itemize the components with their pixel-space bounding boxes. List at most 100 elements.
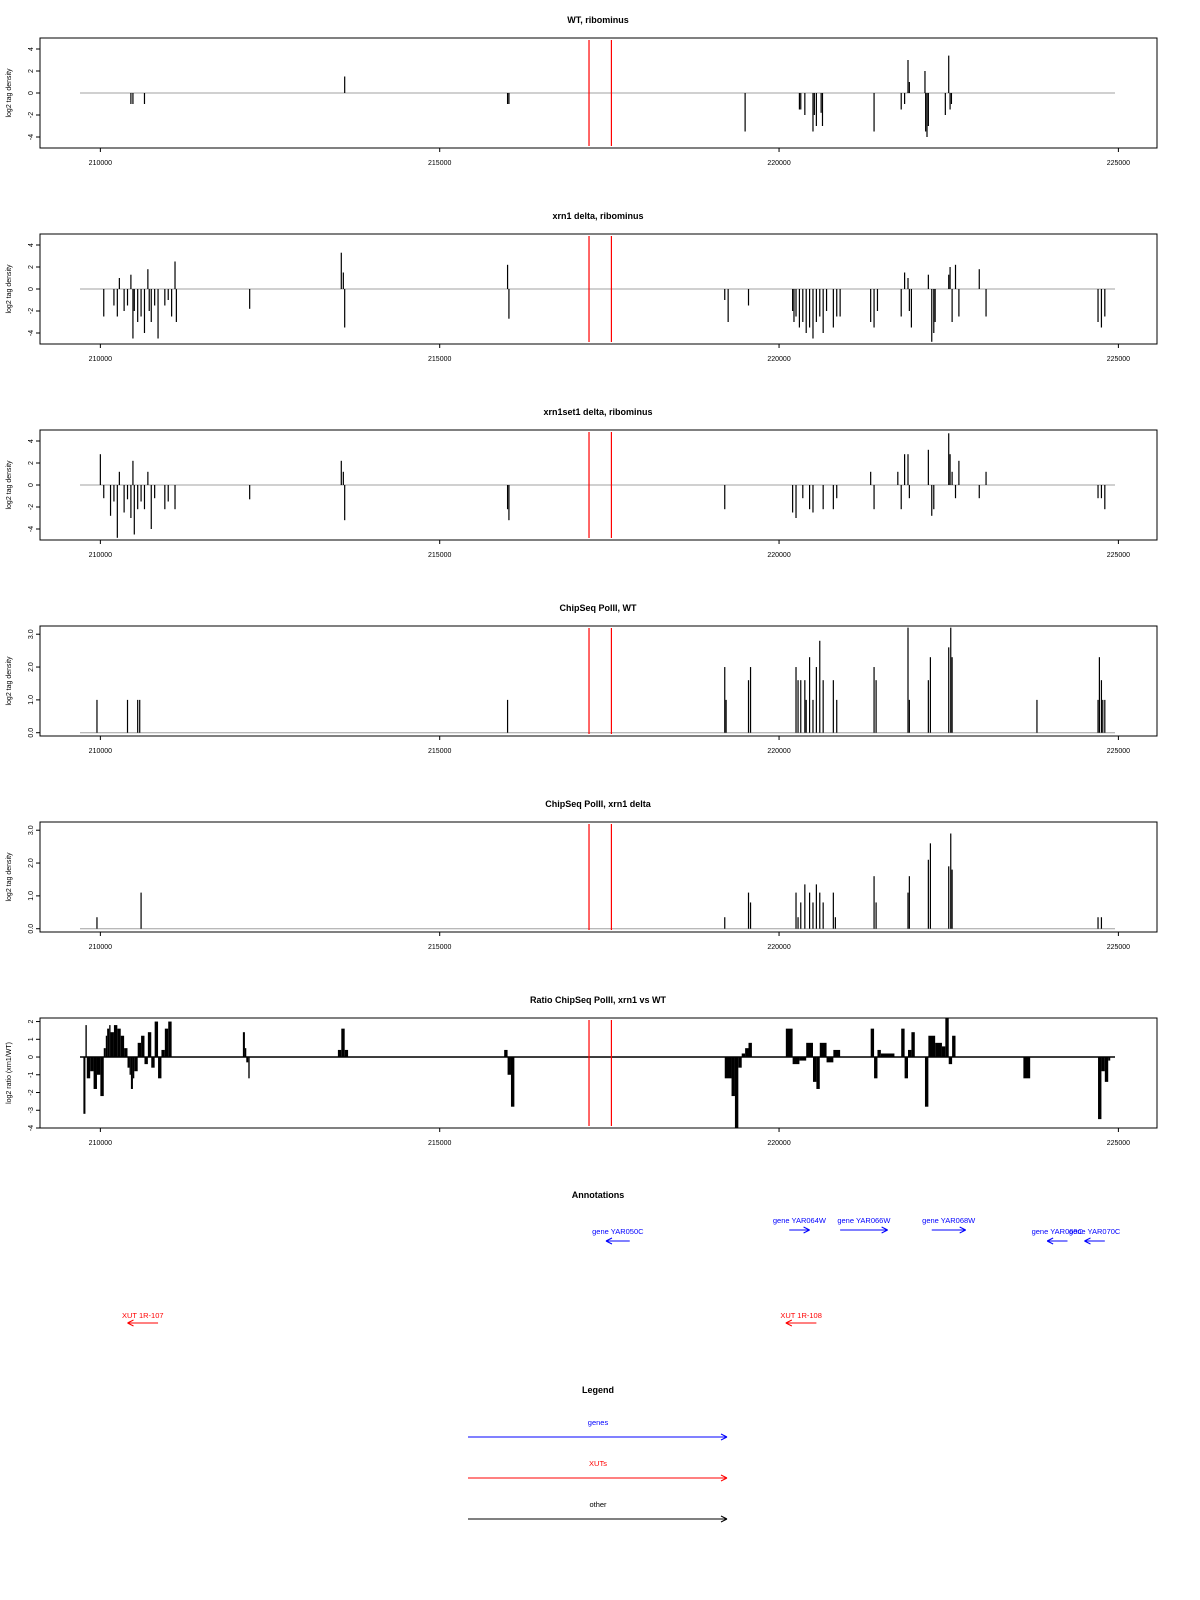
y-tick-label: 3.0	[28, 629, 35, 639]
y-tick-label: 0.0	[28, 924, 35, 934]
ratio-area-segment	[83, 1057, 86, 1114]
ratio-area-segment	[840, 1057, 847, 1058]
ratio-area-segment	[154, 1021, 159, 1058]
ratio-area-segment	[244, 1048, 247, 1058]
ratio-area-segment	[833, 1049, 841, 1058]
gene-label: gene YAR069C	[1032, 1227, 1084, 1236]
ratio-area-segment	[1030, 1057, 1037, 1058]
ratio-area-segment	[120, 1035, 125, 1058]
ratio-area-segment	[124, 1048, 128, 1058]
gene-arrow-head	[803, 1229, 810, 1234]
ratio-area-segment	[894, 1057, 902, 1058]
y-tick-label: 0	[28, 287, 35, 291]
ratio-area-segment	[141, 1035, 145, 1058]
y-tick-label: -4	[28, 134, 35, 140]
ratio-area-segment	[1016, 1057, 1024, 1058]
panel-5: ChipSeq PolII, xrn1 delta 0.0 1.0 2.0 3.0 log…	[6, 799, 1158, 951]
panel-title: ChipSeq PolII, xrn1 delta	[545, 799, 652, 809]
y-axis-label: log2 tag density	[6, 264, 13, 314]
y-axis-label: log2 tag density	[6, 656, 13, 706]
gene-arrow-head	[1046, 1240, 1054, 1245]
legend-label: XUTs	[589, 1459, 607, 1468]
y-tick-label: -2	[28, 112, 35, 118]
plot-frame	[39, 821, 1158, 933]
gene-label: gene YAR066W	[837, 1216, 891, 1225]
plot-frame	[39, 625, 1158, 737]
ratio-area-segment	[110, 1032, 114, 1058]
gene-label: gene YAR070C	[1069, 1227, 1121, 1236]
y-tick-label: 1.0	[28, 891, 35, 901]
ratio-area-segment	[178, 1057, 203, 1058]
ratio-area-segment	[1108, 1057, 1111, 1061]
ratio-area-segment	[806, 1042, 813, 1058]
legend-arrow-head	[720, 1477, 728, 1482]
panel-2: xrn1 delta, ribominus -4 -2 0 2 4 log2 tag den…	[6, 211, 1158, 363]
annotations-panel: Annotations gene YAR050C gene YAR064W gene …	[122, 1190, 1121, 1327]
y-tick-label: 2	[28, 69, 35, 73]
x-tick-label: 220000	[767, 1140, 790, 1147]
ratio-area-segment	[151, 1057, 155, 1068]
y-tick-label: 3.0	[28, 825, 35, 835]
legend-arrow-head	[720, 1433, 728, 1438]
ratio-area-segment	[914, 1057, 922, 1058]
gene-arrow-head	[881, 1226, 888, 1231]
legend-arrow-head	[720, 1518, 728, 1523]
panel-4: ChipSeq PolII, WT 0.0 1.0 2.0 3.0 log2 tag de…	[6, 603, 1158, 755]
ratio-area-segment	[1091, 1057, 1099, 1058]
x-tick-label: 210000	[89, 356, 112, 363]
y-tick-label: 0	[28, 91, 35, 95]
ratio-area-segment	[911, 1032, 915, 1058]
legend-arrow-head	[720, 1474, 728, 1479]
ratio-area-segment	[935, 1042, 942, 1058]
y-tick-label: 4	[28, 243, 35, 247]
x-tick-label: 220000	[767, 160, 790, 167]
ratio-area-segment	[948, 1057, 953, 1065]
y-tick-label: 4	[28, 439, 35, 443]
gene-label: gene YAR068W	[922, 1216, 976, 1225]
ratio-area-segment	[758, 1057, 786, 1058]
ratio-area-segment	[874, 1057, 878, 1079]
ratio-area-segment	[717, 1057, 725, 1058]
gene-arrow-head	[1046, 1237, 1054, 1242]
x-tick-label: 220000	[767, 356, 790, 363]
legend-label: genes	[588, 1418, 609, 1427]
ratio-area-segment	[93, 1057, 97, 1089]
y-tick-label: -4	[28, 330, 35, 336]
ratio-area-segment	[867, 1057, 871, 1058]
legend-arrow-head	[720, 1436, 728, 1441]
x-tick-label: 210000	[89, 748, 112, 755]
xut-label: XUT 1R-107	[122, 1311, 164, 1320]
ratio-area-segment	[351, 1057, 501, 1058]
ratio-area-segment	[242, 1032, 245, 1058]
ratio-area-segment	[921, 1057, 925, 1058]
ratio-area-segment	[514, 1057, 718, 1058]
ratio-area-segment	[901, 1028, 905, 1058]
y-axis-label: log2 tag density	[6, 852, 13, 902]
y-axis-label: log2 tag density	[6, 460, 13, 510]
y-tick-label: 0.0	[28, 728, 35, 738]
ratio-area-segment	[734, 1057, 739, 1128]
x-tick-label: 225000	[1107, 748, 1130, 755]
ratio-area-segment	[171, 1057, 176, 1058]
ratio-area-segment	[1098, 1057, 1102, 1120]
x-tick-label: 215000	[428, 160, 451, 167]
y-tick-label: 2.0	[28, 662, 35, 672]
gene-arrow-head	[1084, 1240, 1091, 1245]
ratio-area-segment	[751, 1057, 759, 1058]
y-tick-label: -2	[28, 1089, 35, 1095]
ratio-area-segment	[924, 1057, 929, 1107]
y-tick-label: -4	[28, 1125, 35, 1131]
legend-panel: Legend genes XUTs other	[468, 1385, 728, 1523]
ratio-area-segment	[253, 1057, 332, 1058]
x-tick-label: 215000	[428, 356, 451, 363]
ratio-area-segment	[504, 1049, 508, 1058]
x-tick-label: 225000	[1107, 1140, 1130, 1147]
ratio-area-segment	[134, 1057, 138, 1072]
y-tick-label: -1	[28, 1072, 35, 1078]
ratio-area-segment	[955, 1057, 963, 1058]
ratio-area-segment	[103, 1048, 106, 1058]
ratio-area-segment	[816, 1057, 820, 1089]
ratio-area-segment	[870, 1028, 875, 1058]
annotations-title: Annotations	[572, 1190, 625, 1200]
ratio-area-segment	[877, 1049, 881, 1058]
